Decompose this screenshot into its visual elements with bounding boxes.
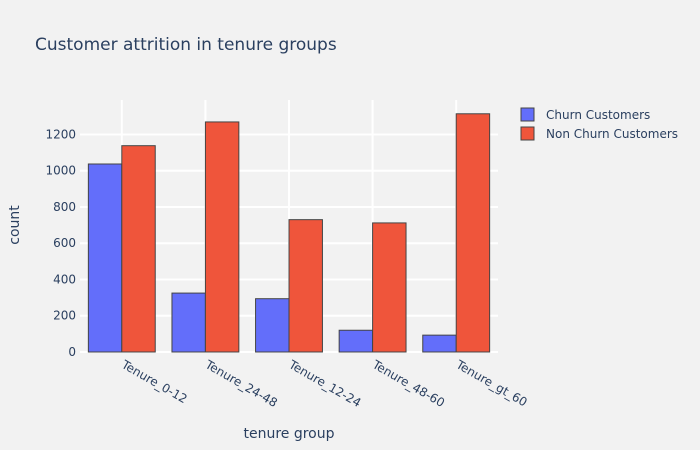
bar-non-churn[interactable] — [455, 113, 491, 353]
x-tick-label: Tenure_12-24 — [286, 357, 364, 410]
x-tick-label: Tenure_gt_60 — [453, 357, 530, 409]
legend[interactable]: Churn Customers Non Churn Customers — [520, 107, 678, 141]
bars — [87, 113, 491, 353]
bar-churn[interactable] — [87, 163, 123, 353]
legend-swatch[interactable] — [520, 126, 535, 141]
y-tick-label: 800 — [53, 200, 76, 214]
chart-title: Customer attrition in tenure groups — [35, 35, 337, 55]
bar-churn[interactable] — [255, 298, 290, 353]
y-tick-label: 1000 — [45, 164, 76, 178]
y-tick-label: 600 — [53, 236, 76, 250]
x-tick-label: Tenure_48-60 — [369, 357, 447, 410]
y-tick-labels: 0 200 400 600 800 1000 1200 — [45, 127, 76, 359]
legend-label[interactable]: Non Churn Customers — [546, 127, 678, 141]
x-tick-label: Tenure_24-48 — [202, 357, 280, 410]
y-tick-label: 0 — [68, 345, 76, 359]
legend-label[interactable]: Churn Customers — [546, 108, 650, 122]
y-tick-label: 200 — [53, 309, 76, 323]
bar-non-churn[interactable] — [288, 219, 323, 353]
bar-churn[interactable] — [422, 334, 457, 353]
bar-non-churn[interactable] — [121, 145, 156, 353]
bar-churn[interactable] — [171, 292, 206, 353]
bar-non-churn[interactable] — [372, 222, 407, 353]
x-tick-labels: Tenure_0-12 Tenure_24-48 Tenure_12-24 Tenur… — [118, 357, 529, 410]
legend-swatch[interactable] — [520, 107, 535, 122]
bar-non-churn[interactable] — [204, 121, 240, 353]
y-axis-title: count — [7, 205, 23, 245]
bar-churn[interactable] — [338, 329, 374, 353]
x-tick-label: Tenure_0-12 — [118, 357, 189, 406]
y-tick-label: 400 — [53, 272, 76, 286]
y-tick-label: 1200 — [45, 127, 76, 141]
x-axis-title: tenure group — [243, 426, 334, 442]
